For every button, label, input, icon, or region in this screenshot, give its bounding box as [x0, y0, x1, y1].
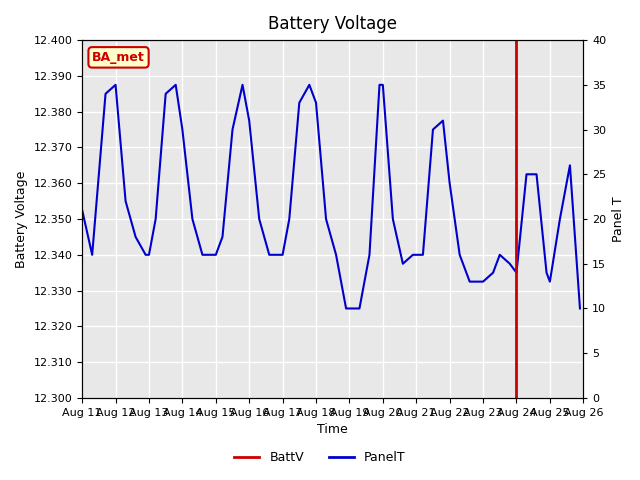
Y-axis label: Battery Voltage: Battery Voltage — [15, 170, 28, 268]
Text: BA_met: BA_met — [92, 51, 145, 64]
Y-axis label: Panel T: Panel T — [612, 196, 625, 242]
Legend: BattV, PanelT: BattV, PanelT — [229, 446, 411, 469]
Title: Battery Voltage: Battery Voltage — [268, 15, 397, 33]
X-axis label: Time: Time — [317, 423, 348, 436]
